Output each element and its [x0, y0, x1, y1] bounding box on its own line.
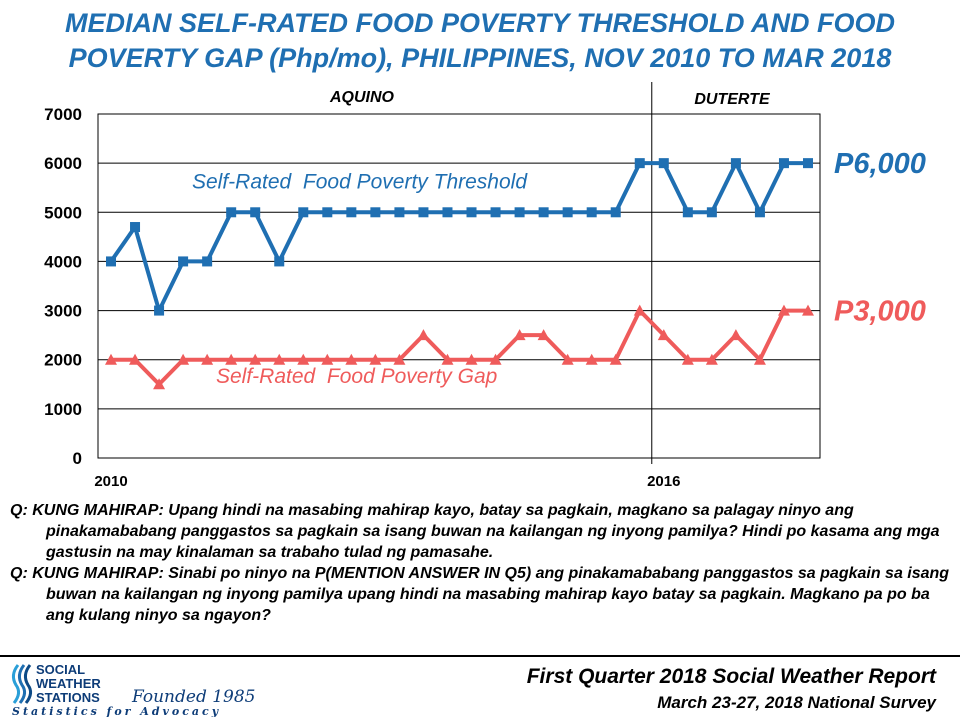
data-point — [682, 207, 693, 218]
data-point — [489, 353, 502, 365]
data-point — [705, 353, 718, 365]
chart-title: MEDIAN SELF-RATED FOOD POVERTY THRESHOLD… — [0, 6, 960, 76]
data-point — [586, 207, 597, 218]
logo-text-stations: STATIONS — [36, 690, 100, 705]
data-point — [681, 353, 694, 365]
chart-title-line2: POVERTY GAP (Php/mo), PHILIPPINES, NOV 2… — [68, 43, 892, 73]
data-point — [730, 158, 741, 169]
data-point — [370, 207, 381, 218]
data-point — [225, 353, 238, 365]
y-tick-label: 5000 — [44, 203, 82, 222]
data-point — [778, 158, 789, 169]
survey-question-1: Q: KUNG MAHIRAP: Upang hindi na masabing… — [10, 502, 940, 561]
data-point — [777, 304, 790, 316]
data-point — [418, 207, 429, 218]
data-point — [562, 207, 573, 218]
period-label-duterte: DUTERTE — [694, 91, 771, 108]
x-tick-label: 2010 — [94, 473, 127, 490]
logo-text-weather: WEATHER — [36, 676, 101, 691]
data-point — [441, 353, 454, 365]
data-point — [298, 207, 309, 218]
data-point — [346, 207, 357, 218]
data-point — [513, 329, 526, 341]
data-point — [369, 353, 382, 365]
data-point — [249, 353, 262, 365]
data-point — [585, 353, 598, 365]
survey-question-2: Q: KUNG MAHIRAP: Sinabi po ninyo na P(ME… — [10, 565, 950, 624]
data-point — [154, 305, 165, 316]
data-point — [537, 329, 550, 341]
plot-area — [97, 113, 821, 459]
data-point — [442, 207, 453, 218]
data-point — [394, 207, 405, 218]
data-point — [538, 207, 549, 218]
logo-mark-icon — [11, 664, 33, 704]
data-point — [393, 353, 406, 365]
y-tick-label: 2000 — [44, 351, 82, 370]
data-point — [130, 222, 141, 233]
end-label-threshold: P6,000 — [834, 148, 926, 180]
logo-tagline: Statistics for Advocacy — [12, 705, 221, 717]
data-point — [153, 378, 166, 390]
data-point — [802, 304, 814, 316]
logo-text-social: SOCIAL — [36, 662, 85, 677]
series-gap: Self-Rated Food Poverty Gap P3,000 — [105, 296, 926, 390]
report-title: First Quarter 2018 Social Weather Report — [526, 665, 936, 688]
sws-logo: SOCIAL WEATHER STATIONS Founded 1985 Sta… — [11, 662, 256, 717]
data-point — [465, 353, 478, 365]
report-subtitle: March 23-27, 2018 National Survey — [657, 693, 936, 712]
data-point — [417, 329, 430, 341]
period-label-aquino: AQUINO — [329, 89, 395, 106]
data-point — [202, 256, 213, 267]
data-point — [345, 353, 358, 365]
data-point — [226, 207, 237, 218]
y-tick-label: 7000 — [44, 105, 82, 124]
data-point — [297, 353, 310, 365]
series-label-gap: Self-Rated Food Poverty Gap — [216, 365, 497, 388]
data-point — [250, 207, 261, 218]
data-point — [106, 256, 116, 267]
data-point — [633, 304, 646, 316]
data-point — [490, 207, 501, 218]
y-tick-label: 1000 — [44, 400, 82, 419]
data-point — [274, 256, 285, 267]
data-point — [754, 207, 765, 218]
data-point — [803, 158, 813, 169]
x-tick-label: 2016 — [647, 473, 680, 490]
footer-divider — [0, 655, 960, 657]
data-point — [514, 207, 525, 218]
y-tick-label: 3000 — [44, 302, 82, 321]
data-point — [609, 353, 622, 365]
data-point — [634, 158, 645, 169]
data-point — [273, 353, 286, 365]
survey-questions: Q: KUNG MAHIRAP: Upang hindi na masabing… — [10, 500, 955, 626]
data-point — [610, 207, 621, 218]
data-point — [178, 256, 189, 267]
data-point — [729, 329, 742, 341]
data-point — [129, 353, 142, 365]
series-threshold: Self-Rated Food Poverty Threshold P6,000 — [106, 148, 926, 316]
data-point — [561, 353, 574, 365]
data-point — [658, 158, 669, 169]
line-chart: 0 1000 2000 3000 4000 5000 6000 7000 2010 2016 AQU… — [44, 82, 926, 490]
y-tick-label: 6000 — [44, 154, 82, 173]
data-point — [322, 207, 333, 218]
end-label-gap: P3,000 — [834, 296, 926, 328]
y-tick-label: 4000 — [44, 252, 82, 271]
series-line — [111, 308, 808, 387]
chart-title-line1: MEDIAN SELF-RATED FOOD POVERTY THRESHOLD… — [64, 8, 896, 38]
data-point — [321, 353, 334, 365]
data-point — [466, 207, 477, 218]
data-point — [753, 353, 766, 365]
logo-founded: Founded 1985 — [131, 687, 256, 707]
data-point — [177, 353, 190, 365]
data-point — [657, 329, 670, 341]
y-tick-label: 0 — [73, 449, 82, 468]
data-point — [201, 353, 214, 365]
data-point — [706, 207, 717, 218]
data-point — [105, 353, 117, 365]
series-label-threshold: Self-Rated Food Poverty Threshold — [192, 171, 528, 194]
